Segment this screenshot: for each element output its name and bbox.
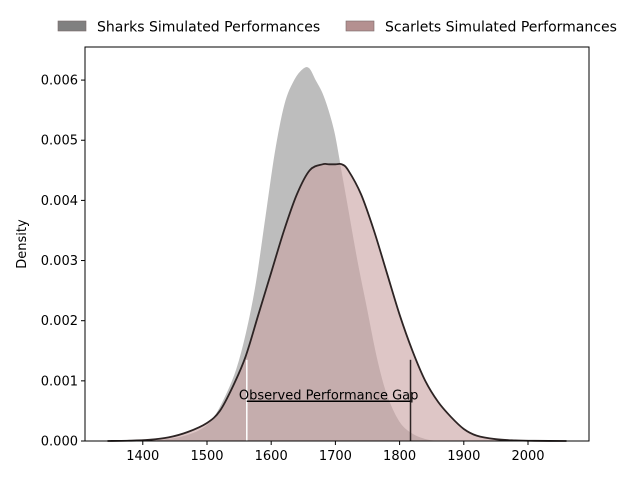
legend: Sharks Simulated Performances Scarlets Si… xyxy=(57,20,617,36)
x-tick-label: 1600 xyxy=(255,449,288,464)
x-tick-label: 1400 xyxy=(126,449,159,464)
density-areas xyxy=(107,66,567,442)
legend-label: Scarlets Simulated Performances xyxy=(385,20,617,36)
x-tick-label: 1800 xyxy=(383,449,416,464)
plot-frame xyxy=(84,46,590,442)
y-tick-label: 0.000 xyxy=(41,435,78,450)
gap-annotation: Observed Performance Gap xyxy=(239,359,418,441)
x-tick-label: 1500 xyxy=(190,449,223,464)
y-tick-label: 0.005 xyxy=(41,134,78,149)
x-tick-label: 1700 xyxy=(319,449,352,464)
gap-annotation-label: Observed Performance Gap xyxy=(239,388,418,403)
y-axis: 0.000 0.001 0.002 0.003 0.004 0.005 0.006 xyxy=(41,74,85,450)
legend-swatch xyxy=(57,20,87,32)
y-tick-label: 0.001 xyxy=(41,374,78,389)
x-tick-label: 2000 xyxy=(511,449,544,464)
x-tick-label: 1900 xyxy=(447,449,480,464)
scarlets-density-curve xyxy=(107,162,567,442)
legend-label: Sharks Simulated Performances xyxy=(97,20,320,36)
legend-swatch xyxy=(345,20,375,32)
y-axis-label: Density xyxy=(15,219,30,269)
legend-scarlets: Scarlets Simulated Performances xyxy=(345,20,617,36)
y-tick-label: 0.006 xyxy=(41,74,78,89)
x-axis: 1400 1500 1600 1700 1800 1900 2000 xyxy=(126,441,545,464)
y-tick-label: 0.004 xyxy=(41,194,78,209)
y-tick-label: 0.002 xyxy=(41,314,78,329)
legend-sharks: Sharks Simulated Performances xyxy=(57,20,320,36)
scarlets-density-area xyxy=(107,163,567,441)
y-tick-label: 0.003 xyxy=(41,254,78,269)
